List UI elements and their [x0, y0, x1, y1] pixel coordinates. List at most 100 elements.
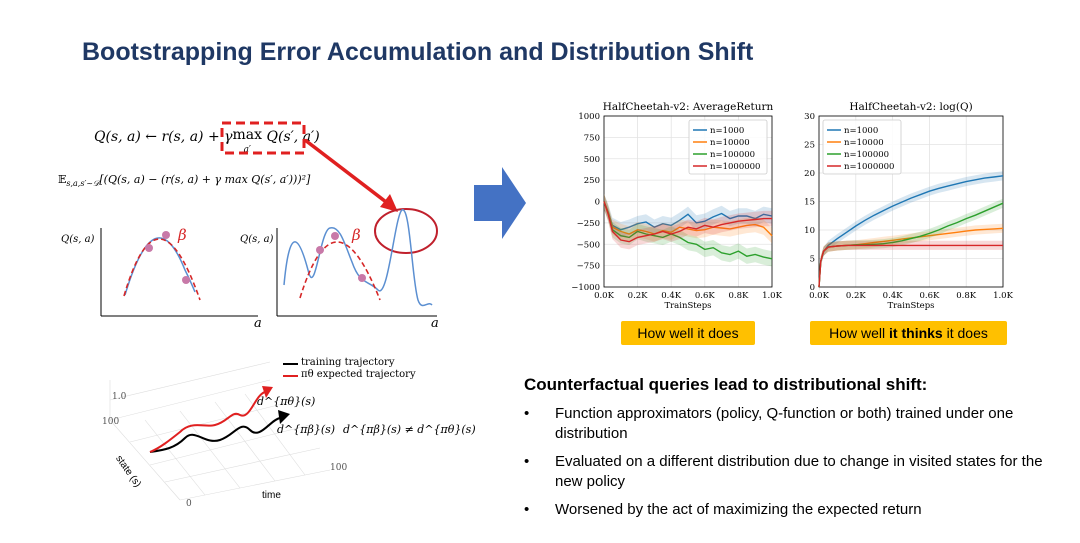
series-line	[818, 175, 1004, 288]
x-tick-label: 0.2K	[846, 291, 867, 301]
chart-title: HalfCheetah-v2: AverageReturn	[603, 101, 774, 113]
policy-trajectory-line	[149, 391, 266, 453]
x-tick-label: 1.0K	[993, 291, 1014, 301]
plot2-data-point	[358, 274, 366, 282]
svg-text:1.0: 1.0	[112, 392, 127, 402]
y-tick-label: 1000	[578, 112, 600, 122]
svg-text:0: 0	[186, 499, 192, 509]
y-tick-label: −750	[577, 262, 600, 272]
y-tick-label: 250	[584, 176, 600, 186]
y-tick-label: −1000	[571, 283, 600, 293]
policy-distribution-label: d^{πθ}(s)	[257, 395, 316, 408]
eq2-body: [(Q(s, a) − (r(s, a) + γ max Q(s′, a′)))…	[99, 173, 311, 186]
legend-entry: n=100000	[844, 150, 889, 160]
y-tick-label: 0	[810, 283, 815, 293]
legend-entry: n=10000	[710, 138, 750, 148]
plot2-xlabel: a	[431, 316, 439, 331]
y-tick-label: −500	[577, 240, 600, 250]
chart-title: HalfCheetah-v2: log(Q)	[849, 101, 972, 113]
x-axis-label: TrainSteps	[664, 301, 711, 311]
bullet-dot: •	[524, 453, 530, 470]
legend-entry: n=100000	[710, 150, 755, 160]
badge-how-well-it-thinks: How well it thinks it does	[810, 321, 1007, 345]
y-tick-label: 25	[804, 141, 815, 151]
counterfactual-heading: Counterfactual queries lead to distribut…	[524, 375, 928, 394]
x-tick-label: 0.4K	[883, 291, 904, 301]
y-tick-label: 0	[595, 198, 600, 208]
plot2-ylabel: Q(s, a)	[240, 234, 274, 245]
training-trajectory-line	[149, 417, 281, 453]
legend-box	[822, 119, 902, 175]
distribution-shift-bullets: • Function approximators (policy, Q-funct…	[524, 404, 1054, 528]
plot1-ylabel: Q(s, a)	[61, 234, 95, 245]
badge-how-well-it-does: How well it does	[621, 321, 755, 345]
right-arrow-icon	[474, 167, 526, 239]
slide-title: Bootstrapping Error Accumulation and Dis…	[82, 38, 754, 66]
eq2-expectation-sub: s,a,s′~𝒟	[66, 179, 100, 189]
plot1-xlabel: a	[254, 316, 262, 331]
x-tick-label: 0.6K	[695, 291, 716, 301]
y-tick-label: 15	[804, 198, 815, 208]
legend-entry: n=1000000	[844, 162, 894, 172]
y-tick-label: 20	[804, 169, 815, 179]
plot1-data-point	[162, 231, 170, 239]
bellman-loss-equation: 𝔼s,a,s′~𝒟[(Q(s, a) − (r(s, a) + γ max Q(…	[58, 173, 310, 189]
plot2-beta-curve	[299, 241, 381, 301]
plot1-beta-label: β	[178, 226, 187, 244]
svg-text:100: 100	[330, 463, 347, 473]
bullet-text: Evaluated on a different distribution du…	[555, 453, 1043, 490]
bullet-text: Worsened by the act of maximizing the ex…	[555, 501, 922, 518]
x-tick-label: 0.6K	[919, 291, 940, 301]
y-tick-label: 750	[584, 133, 600, 143]
x-axis-label: TrainSteps	[887, 301, 934, 311]
badge-2-bold: it thinks	[889, 325, 943, 341]
badge-1-text: How well it does	[637, 325, 739, 341]
badge-2-post: it does	[942, 325, 988, 341]
bullet-text: Function approximators (policy, Q-functi…	[555, 405, 1014, 442]
policy-trajectory-arrowhead	[262, 386, 273, 398]
x-tick-label: 0.8K	[956, 291, 977, 301]
bullet-dot: •	[524, 405, 530, 422]
legend-entry: n=1000000	[710, 162, 760, 172]
series-line	[603, 201, 772, 243]
y-tick-label: −250	[577, 219, 600, 229]
legend-entry: n=1000	[844, 126, 878, 136]
series-line	[603, 201, 773, 260]
y-tick-label: 5	[810, 255, 815, 265]
training-distribution-label: d^{πβ}(s)	[277, 423, 336, 436]
legend-entry: n=1000	[710, 126, 744, 136]
svg-text:100: 100	[102, 417, 119, 427]
y-tick-label: 10	[804, 226, 815, 236]
distribution-inequality: d^{πβ}(s) ≠ d^{πθ}(s)	[343, 423, 476, 436]
bullet-dot: •	[524, 501, 530, 518]
plot1-data-point	[182, 276, 190, 284]
y-tick-label: 500	[584, 155, 600, 165]
y-tick-label: 30	[804, 112, 815, 122]
x-tick-label: 0.2K	[628, 291, 649, 301]
badge-2-pre: How well	[829, 325, 890, 341]
bullet-item: • Evaluated on a different distribution d…	[524, 452, 1054, 492]
x-tick-label: 0.4K	[661, 291, 682, 301]
x-tick-label: 0.8K	[728, 291, 749, 301]
eq1-lhs: Q(s, a) ← r(s, a) + γ	[94, 129, 233, 145]
legend-entry: n=10000	[844, 138, 884, 148]
series-line	[818, 244, 1003, 288]
series-band	[604, 193, 772, 267]
training-trajectory-arrowhead	[278, 410, 290, 424]
series-line	[603, 201, 773, 231]
plot2-data-point	[331, 232, 339, 240]
bullet-item: • Worsened by the act of maximizing the e…	[524, 500, 1054, 520]
plot2-data-point	[316, 246, 324, 254]
x-tick-label: 0.0K	[809, 291, 830, 301]
x-tick-label: 0.0K	[594, 291, 615, 301]
legend-policy-label: πθ expected trajectory	[301, 369, 416, 380]
series-band	[819, 240, 1003, 292]
plot1-beta-curve	[123, 238, 201, 301]
legend-box	[688, 119, 768, 175]
plot2-beta-label: β	[352, 226, 361, 244]
plot1-data-point	[145, 244, 153, 252]
series-band	[819, 223, 1003, 292]
